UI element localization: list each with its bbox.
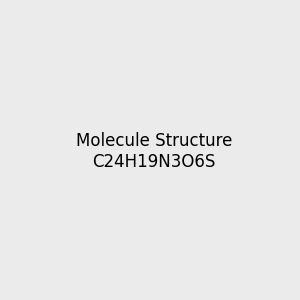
Text: Molecule Structure
C24H19N3O6S: Molecule Structure C24H19N3O6S [76, 132, 232, 171]
